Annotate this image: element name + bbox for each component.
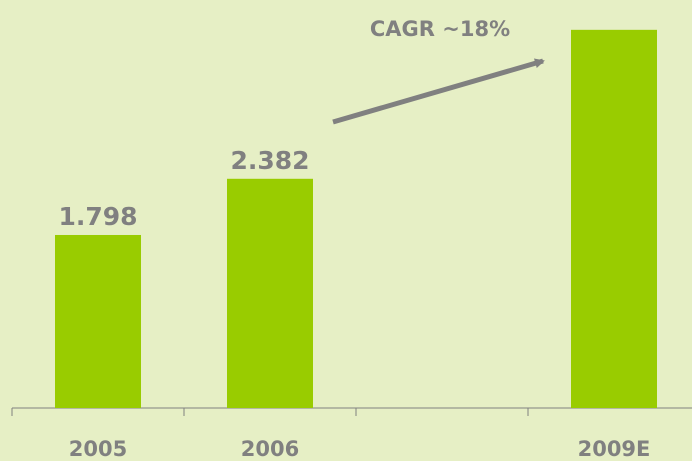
bar (55, 234, 141, 408)
value-label: 1.798 (58, 202, 137, 231)
cagr-arrow (332, 58, 545, 125)
annotation: CAGR ~18% (370, 17, 510, 41)
bar (227, 178, 313, 408)
x-tick-label: 2005 (69, 437, 127, 461)
value-label: 2.382 (230, 146, 309, 175)
x-tick-label: 2006 (241, 437, 299, 461)
x-tick-label: 2009E (578, 437, 651, 461)
bar (571, 29, 657, 408)
